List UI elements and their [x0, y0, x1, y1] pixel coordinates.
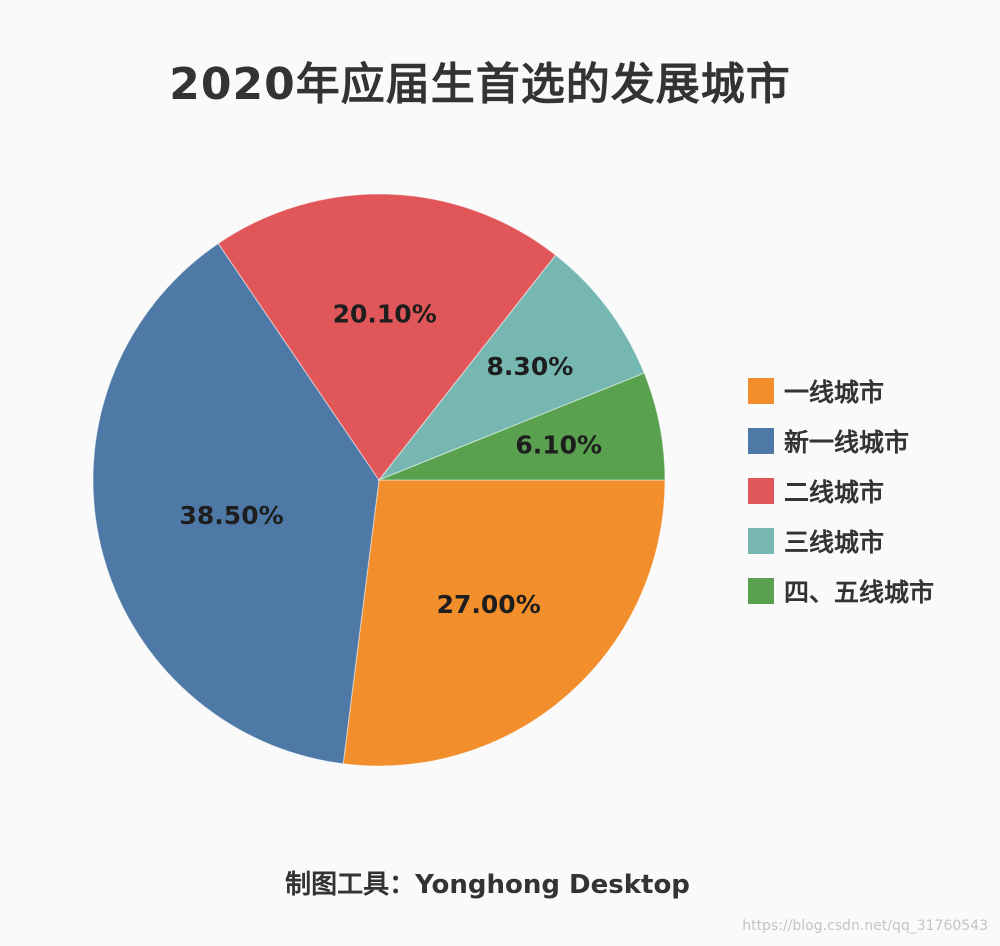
- legend-item: 四、五线城市: [748, 566, 934, 616]
- legend: 一线城市新一线城市二线城市三线城市四、五线城市: [748, 366, 934, 616]
- slice-data-label: 20.10%: [333, 300, 437, 329]
- legend-item: 二线城市: [748, 466, 934, 516]
- pie-slice: [378, 372, 666, 481]
- legend-item: 新一线城市: [748, 416, 934, 466]
- legend-item: 三线城市: [748, 516, 934, 566]
- legend-label: 一线城市: [784, 378, 885, 407]
- legend-swatch: [748, 378, 774, 404]
- legend-swatch: [748, 578, 774, 604]
- legend-label: 二线城市: [784, 478, 885, 507]
- pie-slice: [342, 479, 666, 767]
- slice-data-label: 27.00%: [437, 590, 541, 619]
- pie-slice: [92, 242, 380, 765]
- slice-data-label: 6.10%: [515, 431, 602, 460]
- slice-data-label: 8.30%: [487, 352, 574, 381]
- footer-credit: 制图工具：Yonghong Desktop: [285, 870, 690, 900]
- legend-label: 新一线城市: [784, 428, 910, 457]
- legend-swatch: [748, 528, 774, 554]
- watermark: https://blog.csdn.net/qq_31760543: [742, 918, 988, 934]
- legend-swatch: [748, 478, 774, 504]
- chart-title: 2020年应届生首选的发展城市: [169, 59, 791, 110]
- legend-label: 三线城市: [784, 528, 885, 557]
- pie-slice: [377, 254, 645, 482]
- slice-data-label: 38.50%: [180, 501, 284, 530]
- pie-slice: [217, 193, 557, 481]
- legend-label: 四、五线城市: [784, 578, 935, 607]
- legend-swatch: [748, 428, 774, 454]
- legend-item: 一线城市: [748, 366, 934, 416]
